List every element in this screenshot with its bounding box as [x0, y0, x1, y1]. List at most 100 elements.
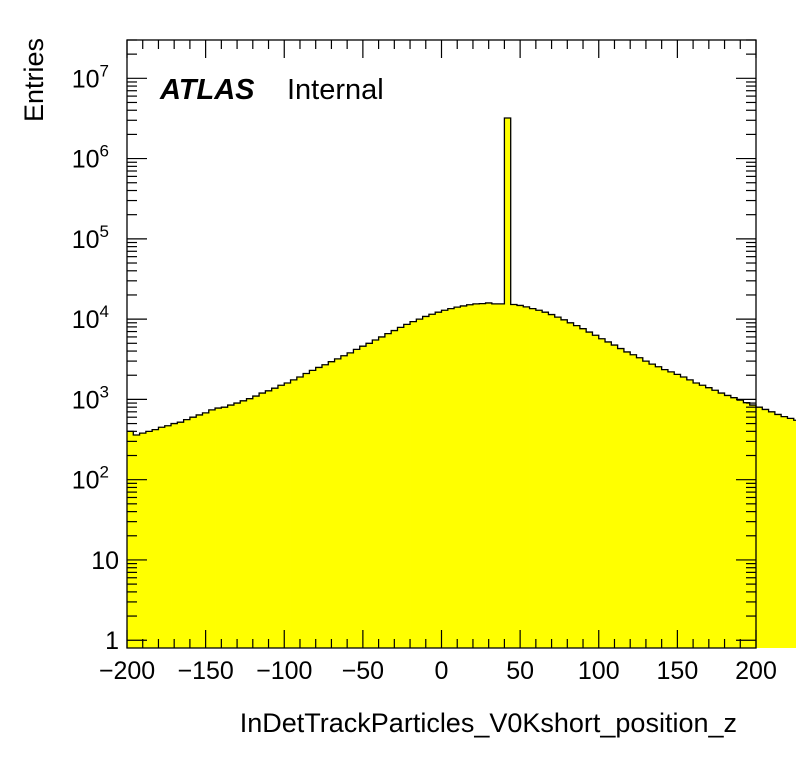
- histogram-bar: [523, 306, 530, 648]
- histogram-bar: [718, 393, 725, 648]
- histogram-bar: [567, 322, 574, 648]
- atlas-status-label: Internal: [287, 74, 384, 106]
- axis-ticks: [126, 39, 757, 648]
- histogram-bar: [359, 346, 367, 648]
- histogram-bar: [152, 429, 159, 648]
- y-tick-label: 104: [72, 302, 109, 334]
- histogram-bar: [623, 351, 631, 648]
- histogram-bar: [435, 312, 442, 648]
- histogram-bar: [617, 348, 625, 648]
- atlas-label: ATLAS: [159, 74, 255, 106]
- histogram-bar: [133, 435, 140, 648]
- histogram-bar: [183, 419, 191, 648]
- histogram-bar: [630, 354, 637, 648]
- histogram-bar: [240, 400, 247, 648]
- histogram-bar: [171, 423, 178, 648]
- x-tick-label: −150: [177, 657, 233, 685]
- histogram-bar: [233, 403, 241, 648]
- histogram-bar: [353, 349, 361, 648]
- histogram-bar: [454, 307, 461, 648]
- histogram-bar: [781, 416, 788, 648]
- histogram-bar: [158, 427, 166, 648]
- histogram-bar: [730, 397, 738, 648]
- x-tick-label: −50: [342, 657, 384, 685]
- histogram-bar: [416, 319, 424, 648]
- histogram-bar: [705, 387, 713, 648]
- histogram-bar: [328, 361, 335, 648]
- histogram-bar: [529, 308, 537, 648]
- y-tick-label: 106: [72, 142, 109, 174]
- histogram-bar: [586, 332, 593, 648]
- histogram-bar: [259, 393, 266, 648]
- histogram-bar: [774, 414, 782, 648]
- histogram-bar: [561, 319, 568, 648]
- histogram-bar: [397, 327, 405, 648]
- histogram-bar: [284, 383, 291, 648]
- y-tick-label: 1: [105, 627, 119, 655]
- histogram-bar: [642, 361, 650, 648]
- histogram-bar: [724, 395, 732, 648]
- histogram-bar: [372, 339, 379, 648]
- histogram-bar: [208, 409, 216, 648]
- histogram-bar: [655, 366, 663, 648]
- histogram-bar: [667, 371, 675, 648]
- histogram-bar: [384, 333, 392, 648]
- plot-frame: [126, 39, 757, 649]
- histogram-bar: [321, 364, 329, 648]
- y-axis-title: Entries: [19, 38, 49, 122]
- histogram-bar: [378, 336, 386, 648]
- histogram-bar: [410, 321, 417, 648]
- x-tick-label: 50: [506, 657, 534, 685]
- histogram-bar: [768, 411, 776, 648]
- histogram-bar: [504, 118, 512, 649]
- histogram-bar: [516, 305, 524, 648]
- histogram-bar: [347, 352, 354, 648]
- histogram-bar: [649, 364, 656, 648]
- histogram-bar: [221, 407, 229, 648]
- histogram-bar: [215, 408, 222, 648]
- histogram-bar: [164, 425, 172, 648]
- histogram-bar: [756, 407, 763, 648]
- histogram-bar: [636, 357, 644, 648]
- histogram-bar: [485, 302, 493, 648]
- histogram-bar: [296, 377, 304, 648]
- y-tick-label: 107: [72, 61, 109, 93]
- histogram-bar: [139, 433, 147, 648]
- histogram-bar: [699, 385, 707, 648]
- histogram-bar: [686, 379, 694, 648]
- y-tick-label: 103: [72, 382, 109, 414]
- histogram-bar: [309, 370, 317, 648]
- histogram-bar: [693, 383, 700, 648]
- histogram-bar: [542, 312, 549, 648]
- histogram-bar: [460, 305, 468, 648]
- histogram-bar: [579, 328, 587, 648]
- histogram-bar: [441, 310, 449, 648]
- histogram-bar: [447, 308, 455, 648]
- histogram-bar: [315, 367, 323, 648]
- histogram-bar: [592, 335, 600, 648]
- histogram-bar: [680, 377, 688, 648]
- histogram-bar: [334, 358, 342, 648]
- histogram-bar: [196, 414, 203, 648]
- tick-labels: −200 −150 −100 −50 0 50 100 150 200 1 10 102 103 104 1…: [72, 61, 777, 685]
- histogram-outline: [127, 117, 796, 436]
- histogram-bar: [252, 396, 260, 648]
- x-tick-label: 0: [435, 657, 449, 685]
- histogram-bar: [277, 385, 285, 648]
- histogram-bar: [177, 422, 185, 648]
- histogram-bar: [479, 303, 486, 648]
- y-tick-label: 102: [72, 463, 109, 495]
- histogram-bar: [793, 420, 796, 648]
- histogram-bar: [422, 316, 430, 648]
- x-tick-label: −100: [256, 657, 312, 685]
- histogram-bar: [749, 405, 757, 648]
- histogram-bar: [246, 398, 254, 648]
- histogram-bar: [290, 379, 298, 648]
- histogram-bar: [466, 304, 474, 648]
- x-tick-label: 150: [657, 657, 699, 685]
- histogram-bar: [762, 409, 769, 648]
- x-tick-label: −200: [99, 657, 155, 685]
- histogram-bar: [127, 431, 134, 648]
- histogram-bar: [598, 338, 606, 648]
